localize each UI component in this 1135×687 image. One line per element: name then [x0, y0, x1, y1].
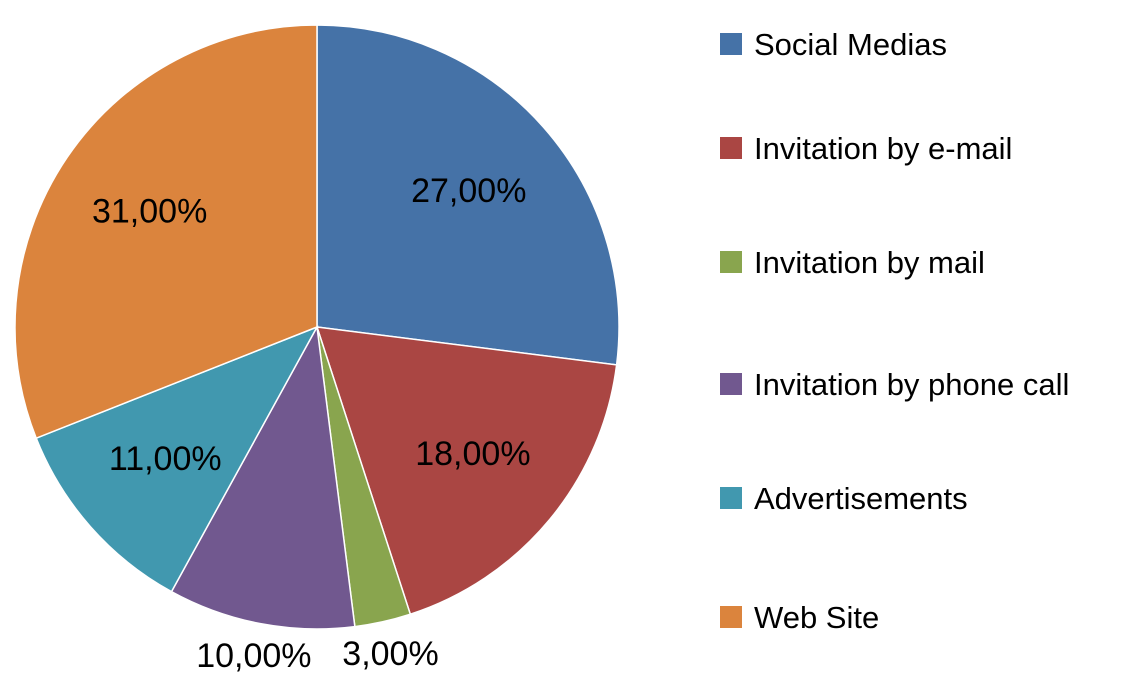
legend-label: Invitation by e-mail — [754, 131, 1013, 166]
pie-slice — [14, 24, 318, 440]
data-label: 27,00% — [411, 172, 526, 210]
chart: 27,00% 18,00% 3,00% 10,00% 11,00% 31,00% — [14, 24, 620, 675]
data-label: 3,00% — [342, 635, 438, 673]
legend-item: Web Site — [720, 597, 1099, 639]
legend-label: Web Site — [754, 600, 880, 635]
data-label: 18,00% — [415, 435, 530, 473]
legend-item: Social Medias — [720, 24, 1099, 66]
pie-slice — [170, 324, 356, 630]
pie-slice — [316, 24, 620, 366]
legend-item: Invitation by phone call — [720, 364, 1099, 406]
pie-slice — [315, 326, 618, 616]
legend-swatch — [720, 251, 742, 273]
legend-label: Advertisements — [754, 481, 968, 516]
legend-label: Social Medias — [754, 27, 947, 62]
legend-label: Invitation by mail — [754, 245, 985, 280]
legend-item: Invitation by mail — [720, 242, 1099, 284]
legend-item: Advertisements — [720, 478, 1099, 520]
data-label: 31,00% — [92, 192, 207, 230]
legend-swatch — [720, 487, 742, 509]
legend-swatch — [720, 606, 742, 628]
legend-swatch — [720, 373, 742, 395]
legend-swatch — [720, 33, 742, 55]
data-label: 10,00% — [196, 637, 311, 675]
legend-swatch — [720, 137, 742, 159]
legend: Social Medias Invitation by e-mail Invitat… — [720, 0, 1130, 687]
data-label: 11,00% — [109, 440, 222, 478]
legend-item: Invitation by e-mail — [720, 128, 1099, 170]
legend-label: Invitation by phone call — [754, 367, 1070, 402]
pie-slice — [35, 325, 319, 593]
